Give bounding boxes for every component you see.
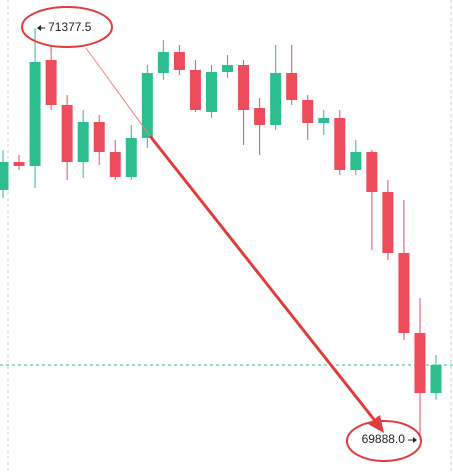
candle-body bbox=[61, 105, 73, 162]
candle-body bbox=[189, 70, 201, 110]
highlight-ellipse bbox=[21, 6, 113, 48]
candle-body bbox=[270, 73, 282, 125]
arrow-shaft bbox=[148, 135, 378, 423]
candle-body bbox=[222, 65, 234, 73]
candle-body bbox=[334, 117, 346, 170]
candle-body bbox=[414, 332, 426, 394]
candle-body bbox=[13, 161, 25, 167]
candle-body bbox=[302, 99, 314, 123]
candle-body bbox=[286, 73, 298, 100]
candle-body bbox=[350, 151, 362, 170]
candle-body bbox=[77, 121, 89, 162]
candle-body bbox=[0, 161, 9, 190]
candle-body bbox=[93, 121, 105, 152]
candle-body bbox=[173, 52, 185, 71]
candles bbox=[0, 27, 453, 441]
low-label: 69888.0 bbox=[362, 432, 406, 446]
candle-body bbox=[141, 73, 153, 138]
candle-body bbox=[205, 72, 217, 113]
candle-body bbox=[430, 365, 442, 394]
candle-body bbox=[109, 151, 121, 177]
candle-body bbox=[125, 137, 137, 177]
candle-body bbox=[157, 52, 169, 74]
candle-body bbox=[45, 59, 57, 106]
candle-body bbox=[238, 65, 250, 110]
arrow-head bbox=[368, 415, 384, 433]
candle-body bbox=[382, 191, 394, 253]
marker-arrowhead bbox=[412, 437, 417, 444]
arrow-thin bbox=[85, 47, 151, 137]
candle-body bbox=[318, 117, 330, 123]
candle-body bbox=[366, 151, 378, 192]
candle-body bbox=[254, 107, 266, 125]
candle-body bbox=[29, 61, 41, 167]
marker-arrowhead bbox=[37, 24, 42, 31]
high-label: 71377.5 bbox=[48, 20, 92, 34]
highlight-ellipse bbox=[346, 420, 422, 462]
candle-body bbox=[398, 252, 410, 333]
